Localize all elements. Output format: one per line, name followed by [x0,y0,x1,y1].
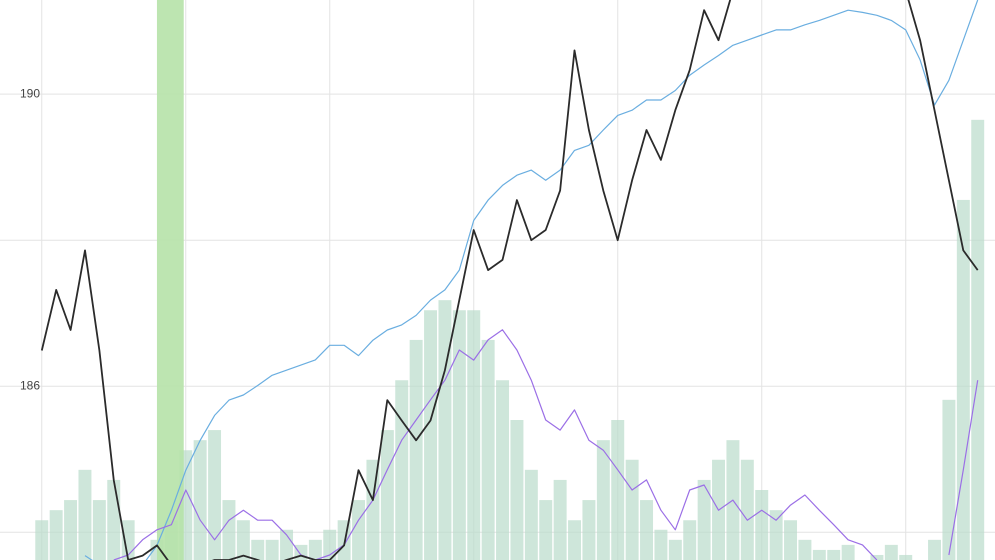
volume-bar [740,459,754,560]
volume-bar [596,440,610,560]
series-line [113,329,979,560]
volume-bar [625,459,639,560]
volume-bar [78,469,92,560]
volume-bar [611,420,625,560]
volume-bar [208,430,222,560]
series-line [40,0,979,560]
highlight-band [156,0,184,560]
volume-bar [971,119,985,560]
volume-bar [438,300,452,560]
volume-bar [510,420,524,560]
volume-bar [280,529,294,560]
volume-bar [265,539,279,560]
volume-bar [352,500,366,560]
volume-bar [568,520,582,560]
volume-bar [49,510,63,560]
volume-bar [884,544,898,560]
volume-bar [956,199,970,560]
volume-bar [121,520,135,560]
y-tick-label: 186 [20,378,40,392]
volume-bar [539,500,553,560]
volume-bar [870,554,884,560]
volume-bar [827,549,841,560]
volume-bar [380,430,394,560]
series-line [84,0,979,560]
volume-bar [841,544,855,560]
volume-bar [553,479,567,560]
volume-bar [193,440,207,560]
volume-bar [697,479,711,560]
volume-bar [35,520,49,560]
volume-bar [654,529,668,560]
volume-bar [784,520,798,560]
volume-bar [812,549,826,560]
volume-bar [582,500,596,560]
volume-bar [481,339,495,560]
volume-bar [928,539,942,560]
volume-bar [668,539,682,560]
volume-bar [409,339,423,560]
volume-bar [496,380,510,560]
volume-bar [395,380,409,560]
volume-bar [524,469,538,560]
volume-bar [467,310,481,560]
volume-bar [236,520,250,560]
volume-bar [798,539,812,560]
volume-bar [92,500,106,560]
volume-bar [222,500,236,560]
volume-bar [683,520,697,560]
volume-bar [64,500,78,560]
volume-bar [755,490,769,560]
volume-bar [769,510,783,560]
volume-bar [107,479,121,560]
volume-bar [366,459,380,560]
volume-bar [308,539,322,560]
volume-bar [942,399,956,560]
volume-bar [452,310,466,560]
y-tick-label: 190 [20,86,40,100]
volume-bar [251,539,265,560]
volume-bar [424,310,438,560]
volume-bar [899,554,913,560]
volume-bar [640,500,654,560]
